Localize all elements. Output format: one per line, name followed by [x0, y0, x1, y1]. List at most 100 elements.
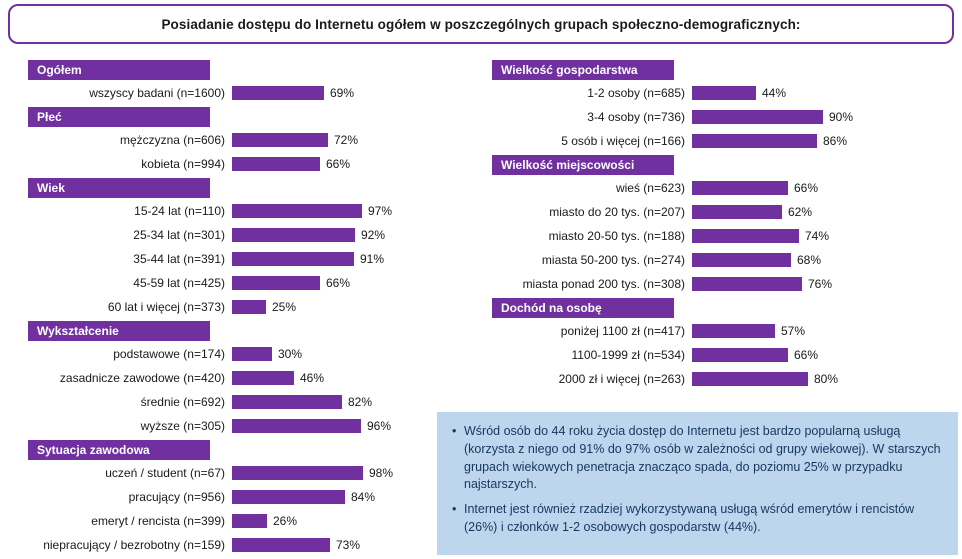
- bar-row: średnie (n=692) 82%: [28, 392, 460, 412]
- category-label: miasta 50-200 tys. (n=274): [541, 253, 685, 267]
- bar-row: 1100-1999 zł (n=534) 66%: [492, 345, 958, 365]
- notes-list: Wśród osób do 44 roku życia dostęp do In…: [449, 423, 944, 537]
- bar: [232, 204, 362, 218]
- section-header: Wielkość miejscowości: [492, 155, 674, 175]
- bar: [232, 300, 266, 314]
- category-label: kobieta (n=994): [141, 157, 225, 171]
- value-label: 86%: [823, 134, 848, 148]
- category-label: miasto 20-50 tys. (n=188): [548, 229, 685, 243]
- category-label: wyższe (n=305): [140, 419, 225, 433]
- bar: [232, 371, 294, 385]
- bar-row: zasadnicze zawodowe (n=420) 46%: [28, 368, 460, 388]
- bar: [692, 324, 775, 338]
- chart-column-right: Wielkość gospodarstwa 1-2 osoby (n=685) 44…: [492, 59, 958, 393]
- value-label: 80%: [814, 372, 839, 386]
- bar-row: miasta ponad 200 tys. (n=308) 76%: [492, 274, 958, 294]
- category-label: 15-24 lat (n=110): [134, 204, 225, 218]
- bar: [232, 276, 320, 290]
- value-label: 30%: [278, 347, 303, 361]
- value-label: 84%: [351, 490, 376, 504]
- value-label: 66%: [326, 276, 351, 290]
- bar-row: miasto do 20 tys. (n=207) 62%: [492, 202, 958, 222]
- bar-row: poniżej 1100 zł (n=417) 57%: [492, 321, 958, 341]
- bar-row: 5 osób i więcej (n=166) 86%: [492, 131, 958, 151]
- bar-row: 60 lat i więcej (n=373) 25%: [28, 297, 460, 317]
- note-bullet: Wśród osób do 44 roku życia dostęp do In…: [449, 423, 944, 494]
- bar: [232, 228, 355, 242]
- section-header: Płeć: [28, 107, 210, 127]
- bar-row: kobieta (n=994) 66%: [28, 154, 460, 174]
- category-label: 2000 zł i więcej (n=263): [558, 372, 685, 386]
- value-label: 46%: [300, 371, 325, 385]
- bar: [692, 110, 823, 124]
- bar: [692, 86, 756, 100]
- value-label: 98%: [369, 466, 394, 480]
- category-label: pracujący (n=956): [128, 490, 225, 504]
- bar-row: niepracujący / bezrobotny (n=159) 73%: [28, 535, 460, 555]
- bar: [232, 419, 361, 433]
- category-label: 5 osób i więcej (n=166): [561, 134, 685, 148]
- category-label: miasto do 20 tys. (n=207): [549, 205, 685, 219]
- category-label: niepracujący / bezrobotny (n=159): [43, 538, 225, 552]
- value-label: 72%: [334, 133, 359, 147]
- bar: [692, 372, 808, 386]
- value-label: 73%: [336, 538, 361, 552]
- value-label: 62%: [788, 205, 813, 219]
- value-label: 91%: [360, 252, 385, 266]
- bar: [692, 205, 782, 219]
- value-label: 25%: [272, 300, 297, 314]
- category-label: 25-34 lat (n=301): [133, 228, 225, 242]
- bar-row: 25-34 lat (n=301) 92%: [28, 225, 460, 245]
- category-label: mężczyzna (n=606): [119, 133, 225, 147]
- bar: [232, 252, 354, 266]
- value-label: 66%: [794, 348, 819, 362]
- value-label: 44%: [762, 86, 787, 100]
- notes-box: Wśród osób do 44 roku życia dostęp do In…: [437, 412, 958, 555]
- value-label: 74%: [805, 229, 830, 243]
- chart-title: Posiadanie dostępu do Internetu ogółem w…: [161, 16, 801, 32]
- category-label: średnie (n=692): [140, 395, 225, 409]
- bar: [232, 514, 267, 528]
- bar-row: 15-24 lat (n=110) 97%: [28, 201, 460, 221]
- value-label: 97%: [368, 204, 393, 218]
- section-header: Wiek: [28, 178, 210, 198]
- category-label: 35-44 lat (n=391): [133, 252, 225, 266]
- bar: [232, 490, 345, 504]
- note-bullet: Internet jest również rzadziej wykorzyst…: [449, 501, 944, 537]
- bar: [232, 466, 363, 480]
- bar-row: mężczyzna (n=606) 72%: [28, 130, 460, 150]
- chart-title-box: Posiadanie dostępu do Internetu ogółem w…: [8, 4, 954, 44]
- section-header: Wielkość gospodarstwa: [492, 60, 674, 80]
- category-label: 3-4 osoby (n=736): [587, 110, 685, 124]
- chart-column-left: Ogółem wszyscy badani (n=1600) 69% Płeć mężc…: [28, 59, 460, 559]
- value-label: 69%: [330, 86, 355, 100]
- bar-row: miasto 20-50 tys. (n=188) 74%: [492, 226, 958, 246]
- category-label: zasadnicze zawodowe (n=420): [59, 371, 225, 385]
- bar-row: 1-2 osoby (n=685) 44%: [492, 83, 958, 103]
- value-label: 76%: [808, 277, 833, 291]
- value-label: 66%: [794, 181, 819, 195]
- category-label: 60 lat i więcej (n=373): [107, 300, 225, 314]
- bar: [692, 253, 791, 267]
- bar: [692, 134, 817, 148]
- value-label: 90%: [829, 110, 854, 124]
- section-header: Dochód na osobę: [492, 298, 674, 318]
- bar-row: pracujący (n=956) 84%: [28, 487, 460, 507]
- bar-row: miasta 50-200 tys. (n=274) 68%: [492, 250, 958, 270]
- section-header: Sytuacja zawodowa: [28, 440, 210, 460]
- category-label: wieś (n=623): [615, 181, 685, 195]
- bar-row: 35-44 lat (n=391) 91%: [28, 249, 460, 269]
- bar-row: wieś (n=623) 66%: [492, 178, 958, 198]
- bar: [232, 347, 272, 361]
- bar: [232, 157, 320, 171]
- value-label: 57%: [781, 324, 806, 338]
- bar: [232, 395, 342, 409]
- bar-row: emeryt / rencista (n=399) 26%: [28, 511, 460, 531]
- bar-row: uczeń / student (n=67) 98%: [28, 463, 460, 483]
- bar-row: wszyscy badani (n=1600) 69%: [28, 83, 460, 103]
- category-label: wszyscy badani (n=1600): [89, 86, 225, 100]
- category-label: 1-2 osoby (n=685): [587, 86, 685, 100]
- bar-row: wyższe (n=305) 96%: [28, 416, 460, 436]
- bar: [692, 229, 799, 243]
